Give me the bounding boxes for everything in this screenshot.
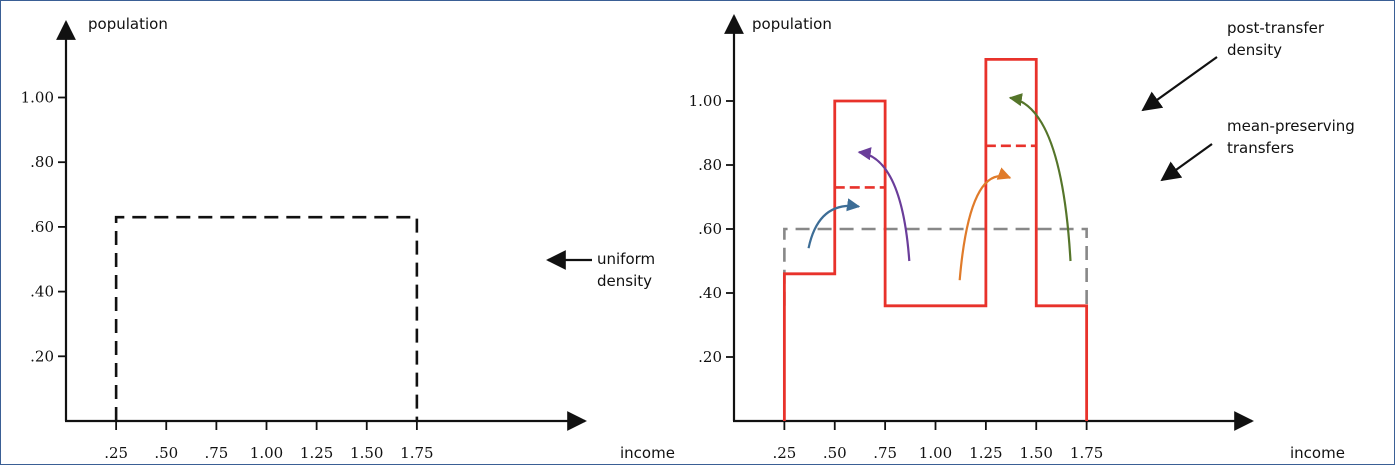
y-axis-label: population <box>88 15 168 33</box>
x-tick-label: .50 <box>154 444 178 462</box>
y-tick-label: .20 <box>698 348 722 366</box>
y-tick-label: .40 <box>30 283 54 301</box>
x-tick-label: .75 <box>873 444 897 462</box>
panel-post-transfer-density: population income .25 .50 .75 1.00 1.25 1.50 1.7… <box>689 14 1355 462</box>
transfer-arrow <box>857 147 911 262</box>
panel-uniform-density: population income .25 .50 .75 1.00 1.25 1.50 1.7… <box>21 15 675 462</box>
annotation-post-transfer-density: post-transfer <box>1227 19 1325 37</box>
x-tick-label: .25 <box>104 444 128 462</box>
x-tick-label: 1.75 <box>1070 444 1103 462</box>
x-tick-label: 1.25 <box>300 444 333 462</box>
transfer-arrow <box>1008 93 1072 262</box>
y-tick-label: .80 <box>30 153 54 171</box>
y-tick-label: .20 <box>30 347 54 365</box>
x-tick-label: .25 <box>772 444 796 462</box>
x-tick-label: 1.50 <box>350 444 383 462</box>
y-tick-label: .60 <box>30 218 54 236</box>
y-tick-label: 1.00 <box>21 89 54 107</box>
x-tick-label: 1.75 <box>400 444 433 462</box>
annotation-mean-preserving-transfers: transfers <box>1227 139 1294 157</box>
annotation-post-transfer-density: density <box>1227 41 1282 59</box>
y-axis-label: population <box>752 15 832 33</box>
x-axis-label: income <box>620 444 675 462</box>
series-line-post-transfer-density <box>782 58 1089 421</box>
transfer-arrow <box>807 198 861 249</box>
transfer-arrow <box>958 167 1012 281</box>
series-line-uniform-density <box>114 215 419 421</box>
x-tick-label: 1.00 <box>250 444 283 462</box>
y-tick-label: .40 <box>698 284 722 302</box>
x-axis-label: income <box>1290 444 1345 462</box>
x-tick-label: 1.00 <box>919 444 952 462</box>
annotation-uniform-density: uniform <box>597 250 655 268</box>
annotation-arrow <box>1160 143 1213 182</box>
y-tick-label: 1.00 <box>689 92 722 110</box>
x-tick-label: 1.25 <box>969 444 1002 462</box>
series-line-uniform-density <box>783 227 1088 306</box>
x-tick-label: 1.50 <box>1020 444 1053 462</box>
x-tick-label: .75 <box>204 444 228 462</box>
annotation-mean-preserving-transfers: mean-preserving <box>1227 117 1355 135</box>
annotation-arrow <box>1141 56 1218 112</box>
annotation-uniform-density: density <box>597 272 652 290</box>
y-tick-label: .80 <box>698 156 722 174</box>
x-tick-label: .50 <box>823 444 847 462</box>
y-tick-label: .60 <box>698 220 722 238</box>
